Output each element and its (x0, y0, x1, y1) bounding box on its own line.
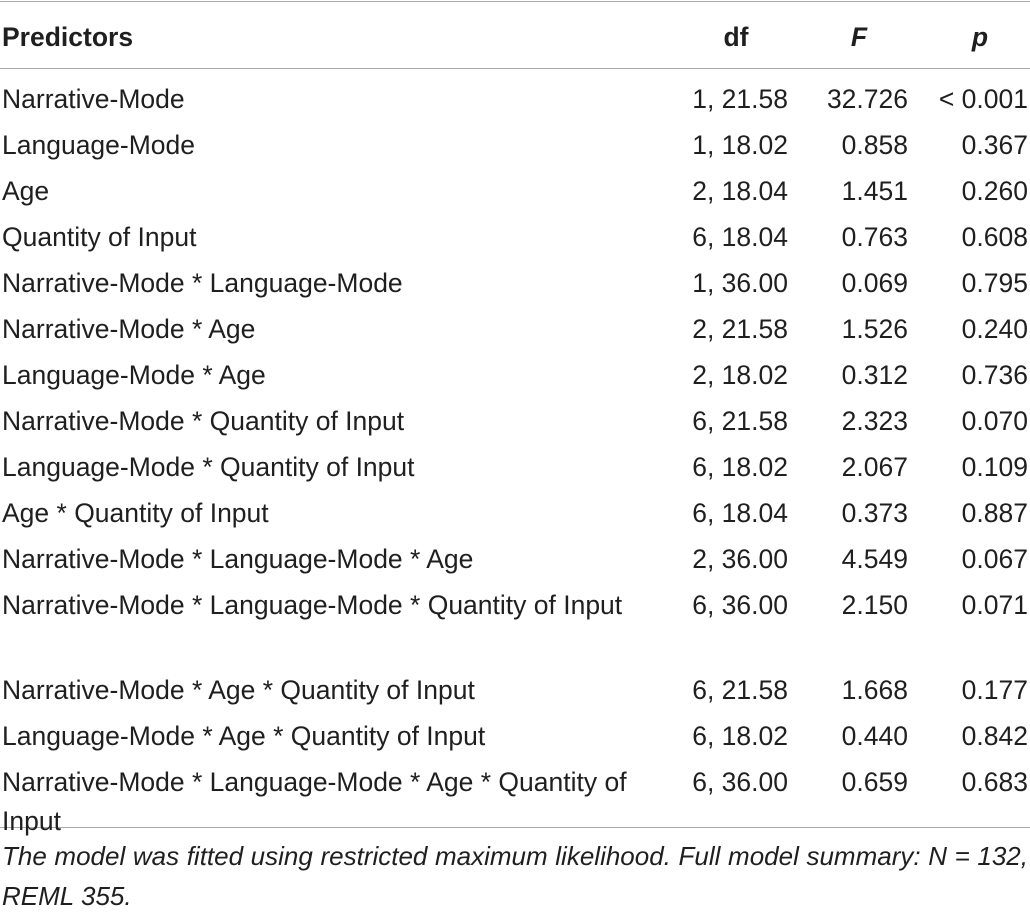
cell-f: 1.668 (841, 675, 908, 705)
table-row: Narrative-Mode * Age * Quantity of Input… (0, 669, 1030, 715)
cell-predictor: Narrative-Mode (2, 84, 185, 114)
cell-f: 4.549 (841, 544, 908, 574)
cell-p: 0.887 (961, 498, 1028, 528)
cell-predictor: Age (2, 176, 50, 206)
cell-df: 2, 18.04 (692, 176, 788, 206)
cell-p: 0.260 (961, 176, 1028, 206)
cell-predictor: Quantity of Input (2, 222, 197, 252)
cell-predictor: Age * Quantity of Input (2, 498, 269, 528)
cell-p: 0.367 (961, 130, 1028, 160)
cell-df: 6, 36.00 (692, 767, 788, 797)
cell-df: 2, 18.02 (692, 360, 788, 390)
cell-df: 6, 21.58 (692, 406, 788, 436)
cell-predictor: Narrative-Mode * Language-Mode * Quantit… (2, 590, 623, 620)
header-f: F (850, 21, 868, 52)
cell-p: 0.736 (961, 360, 1028, 390)
cell-f: 32.726 (826, 84, 908, 114)
table-row: Language-Mode * Quantity of Input 6, 18.… (0, 446, 1030, 492)
cell-df: 1, 18.02 (692, 130, 788, 160)
cell-df: 6, 21.58 (692, 675, 788, 705)
table-row: Narrative-Mode * Age 2, 21.58 1.526 0.24… (0, 308, 1030, 354)
table-row: Narrative-Mode * Language-Mode 1, 36.00 … (0, 262, 1030, 308)
cell-p: 0.109 (961, 452, 1028, 482)
table-header-rule (0, 68, 1030, 69)
cell-p: < 0.001 (938, 84, 1028, 114)
cell-predictor: Language-Mode (2, 130, 196, 160)
cell-p: 0.070 (961, 406, 1028, 436)
header-p: p (971, 21, 989, 52)
table-row: Narrative-Mode 1, 21.58 32.726 < 0.001 (0, 78, 1030, 124)
table-row: Language-Mode 1, 18.02 0.858 0.367 (0, 124, 1030, 170)
table-row: Age * Quantity of Input 6, 18.04 0.373 0… (0, 492, 1030, 538)
cell-f: 0.312 (841, 360, 908, 390)
cell-df: 6, 18.02 (692, 452, 788, 482)
cell-p: 0.240 (961, 314, 1028, 344)
cell-f: 0.373 (841, 498, 908, 528)
table-row: Narrative-Mode * Language-Mode * Age * Q… (0, 761, 1030, 846)
table-footnote: The model was fitted using restricted ma… (2, 841, 1028, 911)
table-row: Language-Mode * Age 2, 18.02 0.312 0.736 (0, 354, 1030, 400)
header-df: df (723, 21, 749, 52)
cell-p: 0.071 (961, 590, 1028, 620)
cell-df: 6, 36.00 (692, 590, 788, 620)
table-header-row: Predictors df F p (0, 12, 1030, 62)
cell-predictor: Narrative-Mode * Age (2, 314, 256, 344)
cell-f: 1.451 (841, 176, 908, 206)
table-top-rule (0, 1, 1030, 2)
cell-df: 2, 21.58 (692, 314, 788, 344)
cell-predictor: Narrative-Mode * Quantity of Input (2, 406, 405, 436)
cell-f: 0.858 (841, 130, 908, 160)
cell-f: 0.659 (841, 767, 908, 797)
cell-p: 0.067 (961, 544, 1028, 574)
cell-predictor: Narrative-Mode * Language-Mode (2, 268, 403, 298)
cell-p: 0.842 (961, 721, 1028, 751)
cell-f: 2.323 (841, 406, 908, 436)
cell-predictor: Narrative-Mode * Language-Mode * Age (2, 544, 474, 574)
cell-df: 1, 36.00 (692, 268, 788, 298)
cell-df: 2, 36.00 (692, 544, 788, 574)
table-row: Age 2, 18.04 1.451 0.260 (0, 170, 1030, 216)
table-row: Narrative-Mode * Language-Mode * Age 2, … (0, 538, 1030, 584)
table-row: Narrative-Mode * Language-Mode * Quantit… (0, 584, 1030, 669)
cell-f: 0.440 (841, 721, 908, 751)
cell-df: 6, 18.04 (692, 222, 788, 252)
cell-f: 2.067 (841, 452, 908, 482)
anova-table: Predictors df F p Narrative-Mode 1, 21.5… (0, 12, 1030, 846)
cell-f: 0.069 (841, 268, 908, 298)
cell-f: 2.150 (841, 590, 908, 620)
cell-df: 6, 18.04 (692, 498, 788, 528)
cell-df: 1, 21.58 (692, 84, 788, 114)
cell-p: 0.177 (961, 675, 1028, 705)
cell-p: 0.608 (961, 222, 1028, 252)
cell-predictor: Narrative-Mode * Age * Quantity of Input (2, 675, 475, 705)
cell-predictor: Language-Mode * Age (2, 360, 266, 390)
cell-f: 1.526 (841, 314, 908, 344)
cell-predictor: Narrative-Mode * Language-Mode * Age * Q… (2, 767, 627, 836)
table-row: Narrative-Mode * Quantity of Input 6, 21… (0, 400, 1030, 446)
cell-predictor: Language-Mode * Age * Quantity of Input (2, 721, 486, 751)
cell-df: 6, 18.02 (692, 721, 788, 751)
cell-p: 0.795 (961, 268, 1028, 298)
cell-p: 0.683 (961, 767, 1028, 797)
table-row: Quantity of Input 6, 18.04 0.763 0.608 (0, 216, 1030, 262)
cell-f: 0.763 (841, 222, 908, 252)
table-row: Language-Mode * Age * Quantity of Input … (0, 715, 1030, 761)
cell-predictor: Language-Mode * Quantity of Input (2, 452, 415, 482)
table-bottom-rule (0, 827, 1030, 828)
header-predictors: Predictors (2, 21, 134, 52)
